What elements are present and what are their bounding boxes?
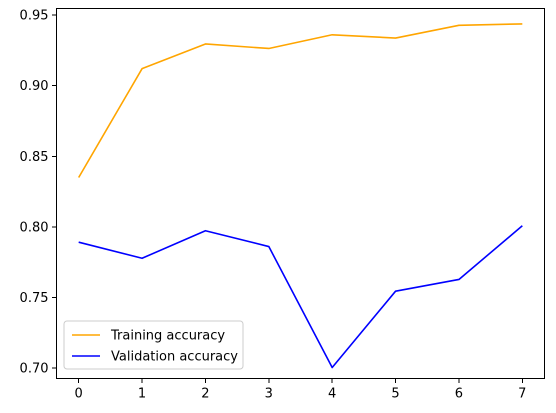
legend-label-training-accuracy: Training accuracy bbox=[110, 329, 225, 344]
axes-frame bbox=[56, 8, 545, 379]
series-line-training-accuracy bbox=[77, 23, 523, 178]
y-tick-label: 0.85 bbox=[20, 150, 49, 165]
x-tick-label: 0 bbox=[75, 387, 83, 402]
series-line-validation-accuracy bbox=[78, 225, 523, 369]
y-tick-label: 0.80 bbox=[20, 220, 49, 235]
x-tick-label: 6 bbox=[455, 387, 463, 402]
x-tick-label: 4 bbox=[328, 387, 336, 402]
y-tick-label: 0.75 bbox=[20, 291, 49, 306]
legend: Training accuracy Validation accuracy bbox=[63, 320, 244, 370]
x-axis-ticks: 0 1 2 3 4 5 6 7 bbox=[75, 378, 526, 402]
y-tick-label: 0.95 bbox=[20, 8, 49, 23]
y-tick-label: 0.90 bbox=[20, 79, 49, 94]
y-axis-ticks: 0.70 0.75 0.80 0.85 0.90 0.95 bbox=[20, 8, 57, 377]
x-tick-label: 3 bbox=[265, 387, 273, 402]
legend-box bbox=[63, 320, 244, 370]
x-tick-label: 7 bbox=[518, 387, 526, 402]
x-tick-label: 1 bbox=[138, 387, 146, 402]
series-layer bbox=[77, 23, 523, 369]
x-tick-label: 2 bbox=[201, 387, 209, 402]
legend-label-validation-accuracy: Validation accuracy bbox=[111, 350, 238, 365]
plot-area bbox=[56, 8, 545, 379]
x-tick-label: 5 bbox=[391, 387, 399, 402]
y-tick-label: 0.70 bbox=[20, 362, 49, 377]
